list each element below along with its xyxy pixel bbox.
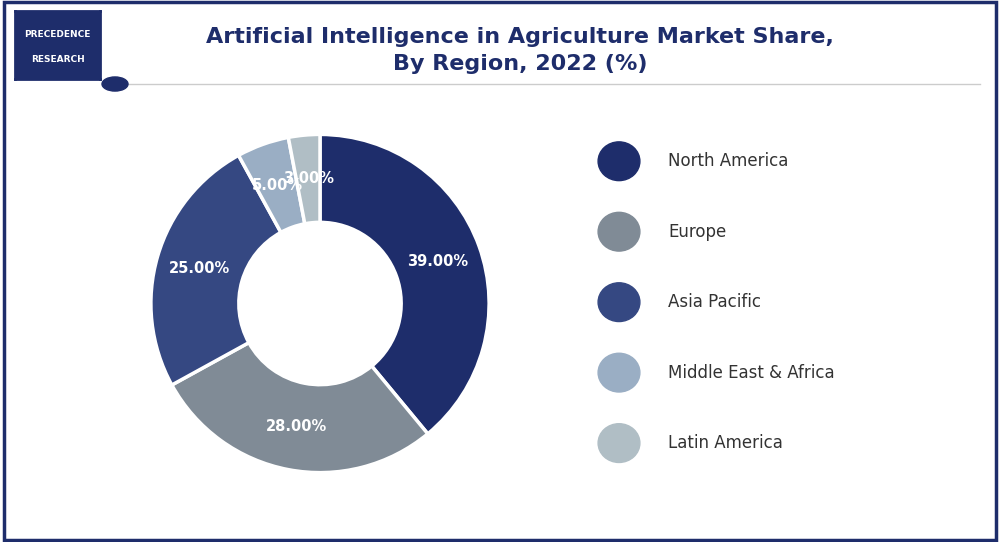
Wedge shape	[151, 156, 281, 385]
Text: 3.00%: 3.00%	[283, 171, 334, 186]
Text: RESEARCH: RESEARCH	[31, 55, 84, 64]
Text: Latin America: Latin America	[668, 434, 783, 452]
Text: Middle East & Africa: Middle East & Africa	[668, 364, 835, 382]
Wedge shape	[320, 134, 489, 434]
Text: 28.00%: 28.00%	[266, 419, 327, 434]
Circle shape	[598, 353, 640, 392]
Wedge shape	[288, 134, 320, 224]
Text: Europe: Europe	[668, 223, 727, 241]
Text: North America: North America	[668, 152, 789, 170]
Text: Artificial Intelligence in Agriculture Market Share,
By Region, 2022 (%): Artificial Intelligence in Agriculture M…	[206, 27, 834, 74]
Text: PRECEDENCE: PRECEDENCE	[24, 30, 91, 39]
Text: 5.00%: 5.00%	[252, 178, 303, 193]
Circle shape	[598, 142, 640, 180]
Circle shape	[598, 283, 640, 321]
Wedge shape	[172, 343, 428, 473]
Circle shape	[598, 424, 640, 462]
Wedge shape	[239, 138, 305, 233]
Circle shape	[598, 212, 640, 251]
Text: 39.00%: 39.00%	[407, 254, 468, 269]
Text: Asia Pacific: Asia Pacific	[668, 293, 761, 311]
Text: 25.00%: 25.00%	[169, 261, 230, 276]
